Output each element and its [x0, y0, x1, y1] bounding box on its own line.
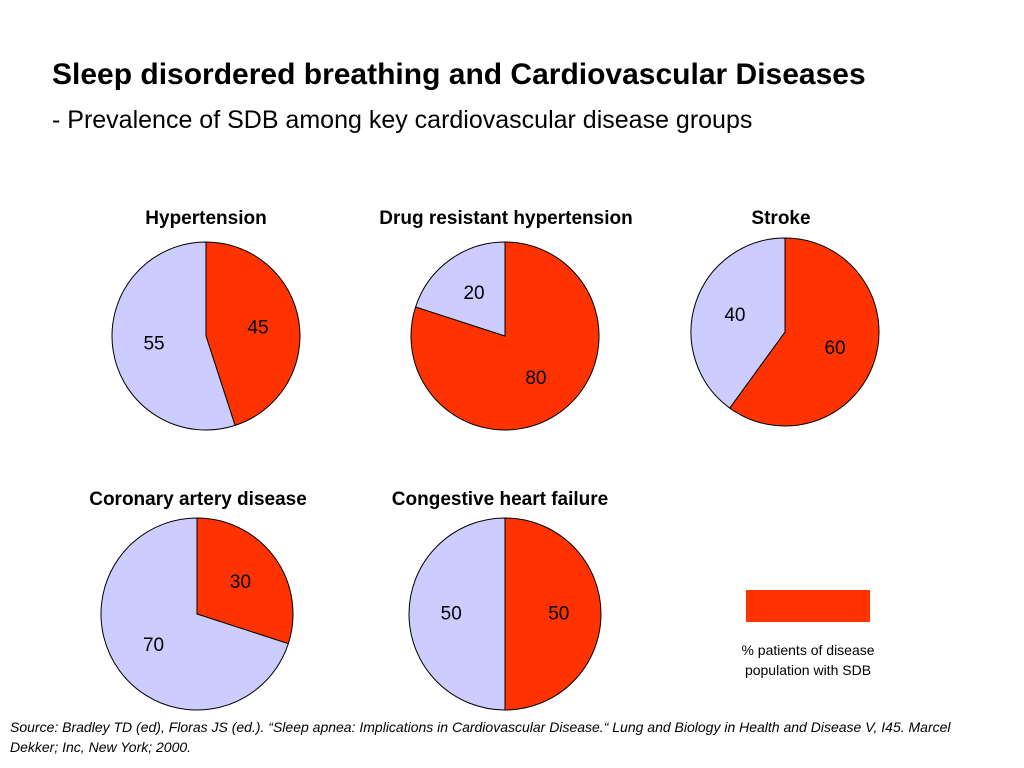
pie-title-stroke: Stroke — [751, 208, 811, 229]
pie-value-label-stroke-sdb: 60 — [824, 338, 845, 359]
pie-slice-coronary-artery-disease-sdb — [196, 517, 294, 645]
pie-title-hypertension: Hypertension — [145, 208, 267, 229]
pie-title-coronary-artery-disease: Coronary artery disease — [89, 489, 307, 510]
pie-value-label-stroke-without-sdb: 40 — [724, 305, 745, 326]
source-citation: Source: Bradley TD (ed), Floras JS (ed.)… — [10, 719, 951, 755]
pie-slice-hypertension-sdb — [205, 241, 301, 427]
legend-swatch — [746, 590, 870, 622]
pie-value-label-coronary-artery-disease-sdb: 30 — [230, 572, 251, 593]
legend-label: % patients of disease population with SD… — [741, 642, 875, 678]
pie-value-label-hypertension-sdb: 45 — [247, 317, 268, 338]
pie-value-label-coronary-artery-disease-without-sdb: 70 — [143, 635, 164, 656]
pie-value-label-congestive-heart-failure-without-sdb: 50 — [441, 604, 462, 625]
pie-slice-congestive-heart-failure-without-sdb — [408, 517, 506, 711]
pie-title-drug-resistant-hypertension: Drug resistant hypertension — [379, 208, 633, 229]
slide-title: Sleep disordered breathing and Cardiovas… — [52, 58, 866, 91]
pie-title-congestive-heart-failure: Congestive heart failure — [391, 489, 609, 510]
pie-slice-stroke-sdb — [729, 237, 880, 427]
pie-value-label-drug-resistant-hypertension-without-sdb: 20 — [463, 283, 484, 304]
pie-value-label-drug-resistant-hypertension-sdb: 80 — [525, 368, 546, 389]
pie-value-label-congestive-heart-failure-sdb: 50 — [548, 604, 569, 625]
pie-slice-hypertension-without-sdb — [111, 241, 236, 431]
pie-slice-drug-resistant-hypertension-without-sdb — [414, 241, 506, 337]
pie-slice-coronary-artery-disease-without-sdb — [100, 517, 289, 711]
slide-subtitle: - Prevalence of SDB among key cardiovasc… — [52, 106, 753, 134]
pie-value-label-hypertension-without-sdb: 55 — [143, 334, 164, 355]
pie-slice-stroke-without-sdb — [690, 237, 786, 409]
pie-slice-congestive-heart-failure-sdb — [504, 517, 602, 711]
